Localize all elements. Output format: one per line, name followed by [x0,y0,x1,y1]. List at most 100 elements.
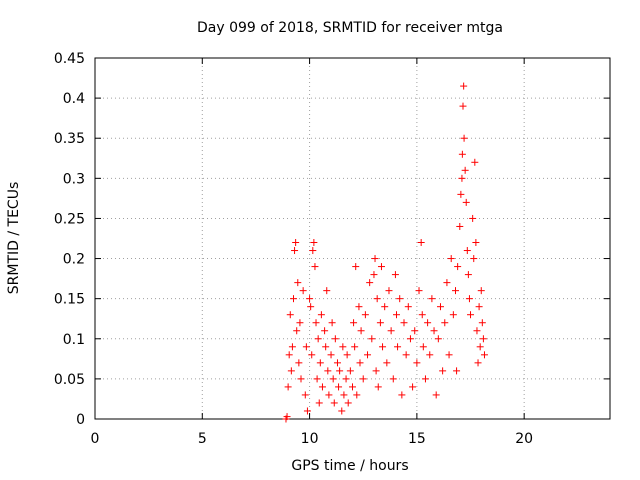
data-point [471,158,479,166]
data-point [323,287,331,295]
data-point [352,263,360,271]
data-point [284,383,292,391]
data-point [359,375,367,383]
data-point [411,327,419,335]
data-point [439,367,447,375]
data-point [292,239,300,247]
data-point [463,247,471,255]
data-point [353,391,361,399]
data-point [324,367,332,375]
data-point [302,343,310,351]
y-tick-label: 0.2 [63,252,85,268]
data-point [452,287,459,295]
data-point [286,311,294,319]
data-point [289,295,297,303]
data-point [315,399,323,407]
data-point [321,327,329,335]
data-point [325,391,333,399]
x-tick-label: 0 [91,431,100,447]
data-point [336,367,344,375]
data-point [376,319,384,327]
data-point [383,359,391,367]
data-point [329,375,337,383]
data-point [415,287,423,295]
data-point [462,198,470,206]
data-point [317,311,325,319]
data-point [406,335,414,343]
data-point [311,263,319,271]
data-point [299,287,307,295]
data-point [385,287,393,295]
data-point [314,335,322,343]
data-point [346,367,354,375]
x-tick-label: 15 [408,431,426,447]
data-point [458,174,466,182]
data-point [318,383,326,391]
data-point [396,295,404,303]
y-tick-label: 0.1 [63,332,85,348]
data-point [296,319,304,327]
data-point [316,359,324,367]
data-point [295,359,303,367]
data-point [366,279,374,287]
data-point [404,303,412,311]
data-point [392,311,400,319]
data-point [291,247,299,255]
y-tick-label: 0.4 [63,91,85,107]
data-point [400,319,408,327]
data-point [428,295,436,303]
data-point [294,279,302,287]
data-point [459,102,467,110]
data-point [370,271,378,279]
data-point [303,407,311,415]
data-point [342,375,350,383]
x-tick-label: 5 [198,431,207,447]
data-points [282,82,488,423]
x-tick-label: 20 [515,431,533,447]
data-point [460,82,468,90]
y-tick-label: 0.45 [54,51,85,67]
data-point [344,399,352,407]
grid-layer [95,58,610,419]
data-point [283,413,291,421]
data-point [477,287,485,295]
data-point [456,222,464,230]
data-point [335,383,343,391]
data-point [419,343,427,351]
data-point [472,239,480,247]
data-point [464,271,472,279]
data-point [297,375,305,383]
data-point [338,407,346,415]
data-point [306,295,314,303]
data-point [309,247,317,255]
y-tick-label: 0.05 [54,372,85,388]
data-point [379,343,387,351]
data-point [445,351,453,359]
data-point [371,255,379,263]
data-point [443,279,451,287]
data-point [394,343,402,351]
data-point [377,263,385,271]
data-point [436,303,444,311]
data-point [391,271,399,279]
data-point [465,295,473,303]
y-tick-label: 0.25 [54,211,85,227]
data-point [372,367,380,375]
data-point [374,383,382,391]
data-point [387,327,395,335]
data-point [349,383,356,391]
data-point [355,303,363,311]
data-point [457,190,465,198]
data-point [293,327,301,335]
data-point [478,319,486,327]
data-point [327,351,335,359]
data-point [430,327,438,335]
data-point [461,166,469,174]
data-point [417,239,425,247]
data-point [458,150,466,158]
data-point [361,311,369,319]
data-point [418,311,426,319]
data-point [475,303,483,311]
data-point [421,375,429,383]
